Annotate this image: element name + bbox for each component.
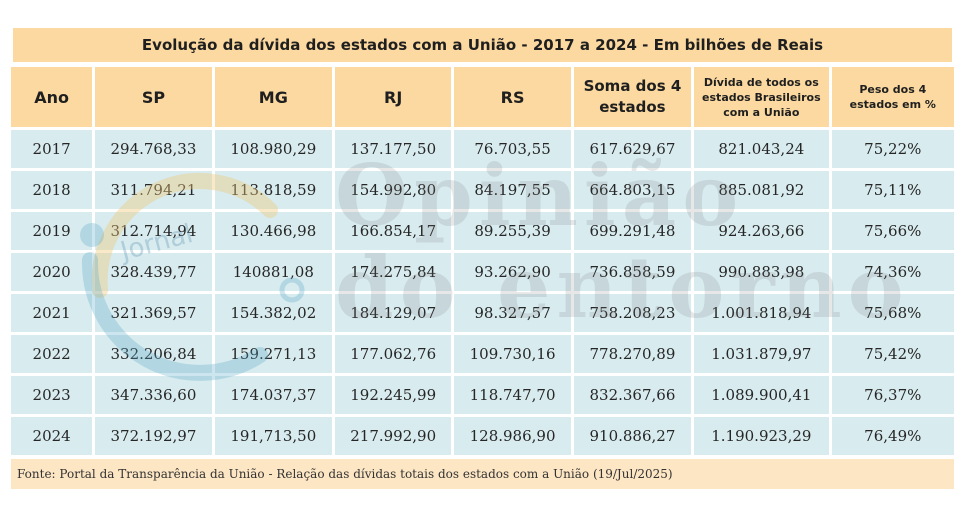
table-row: 2024 372.192,97 191,713,50 217.992,90 12…: [11, 417, 954, 455]
header-peso: Peso dos 4 estados em %: [831, 67, 954, 127]
cell-sp: 321.369,57: [95, 294, 212, 332]
cell-divida-total: 885.081,92: [694, 171, 829, 209]
cell-sp: 328.439,77: [95, 253, 212, 291]
debt-table: Ano SP MG RJ RS Soma dos 4 estados Dívid…: [8, 64, 957, 458]
table-row: 2018 311.794,21 113.818,59 154.992,80 84…: [11, 171, 954, 209]
cell-peso: 76,37%: [831, 376, 954, 414]
header-row: Ano SP MG RJ RS Soma dos 4 estados Dívid…: [11, 67, 954, 127]
debt-table-container: Evolução da dívida dos estados com a Uni…: [11, 26, 954, 489]
cell-soma: 778.270,89: [573, 335, 692, 373]
cell-year: 2022: [11, 335, 93, 373]
cell-rj: 166.854,17: [335, 212, 452, 250]
cell-mg: 140881,08: [214, 253, 332, 291]
header-rj: RJ: [335, 67, 452, 127]
cell-rj: 154.992,80: [335, 171, 452, 209]
cell-soma: 910.886,27: [573, 417, 692, 455]
cell-mg: 113.818,59: [214, 171, 332, 209]
cell-peso: 75,42%: [831, 335, 954, 373]
cell-rs: 93.262,90: [454, 253, 571, 291]
cell-divida-total: 924.263,66: [694, 212, 829, 250]
table-row: 2021 321.369,57 154.382,02 184.129,07 98…: [11, 294, 954, 332]
header-rs: RS: [454, 67, 571, 127]
header-sp: SP: [95, 67, 212, 127]
cell-sp: 294.768,33: [95, 130, 212, 168]
cell-mg: 174.037,37: [214, 376, 332, 414]
cell-year: 2024: [11, 417, 93, 455]
source-footer: Fonte: Portal da Transparência da União …: [11, 459, 954, 489]
cell-year: 2019: [11, 212, 93, 250]
cell-mg: 159.271,13: [214, 335, 332, 373]
cell-soma: 699.291,48: [573, 212, 692, 250]
cell-rj: 174.275,84: [335, 253, 452, 291]
cell-rj: 217.992,90: [335, 417, 452, 455]
cell-rs: 89.255,39: [454, 212, 571, 250]
cell-year: 2020: [11, 253, 93, 291]
cell-soma: 832.367,66: [573, 376, 692, 414]
cell-divida-total: 1.089.900,41: [694, 376, 829, 414]
cell-divida-total: 990.883,98: [694, 253, 829, 291]
table-row: 2020 328.439,77 140881,08 174.275,84 93.…: [11, 253, 954, 291]
header-ano: Ano: [11, 67, 93, 127]
cell-soma: 617.629,67: [573, 130, 692, 168]
table-row: 2023 347.336,60 174.037,37 192.245,99 11…: [11, 376, 954, 414]
cell-peso: 75,22%: [831, 130, 954, 168]
header-divida-total: Dívida de todos os estados Brasileiros c…: [694, 67, 829, 127]
cell-divida-total: 1.031.879,97: [694, 335, 829, 373]
table-row: 2019 312.714,94 130.466,98 166.854,17 89…: [11, 212, 954, 250]
cell-divida-total: 1.190.923,29: [694, 417, 829, 455]
cell-year: 2023: [11, 376, 93, 414]
cell-rj: 137.177,50: [335, 130, 452, 168]
cell-soma: 758.208,23: [573, 294, 692, 332]
cell-rs: 118.747,70: [454, 376, 571, 414]
cell-year: 2017: [11, 130, 93, 168]
cell-soma: 736.858,59: [573, 253, 692, 291]
cell-rs: 109.730,16: [454, 335, 571, 373]
table-row: 2017 294.768,33 108.980,29 137.177,50 76…: [11, 130, 954, 168]
cell-peso: 74,36%: [831, 253, 954, 291]
cell-sp: 332.206,84: [95, 335, 212, 373]
header-mg: MG: [214, 67, 332, 127]
cell-sp: 347.336,60: [95, 376, 212, 414]
header-soma: Soma dos 4 estados: [573, 67, 692, 127]
cell-rs: 84.197,55: [454, 171, 571, 209]
cell-rs: 128.986,90: [454, 417, 571, 455]
cell-rs: 76.703,55: [454, 130, 571, 168]
table-row: 2022 332.206,84 159.271,13 177.062,76 10…: [11, 335, 954, 373]
cell-peso: 75,68%: [831, 294, 954, 332]
cell-sp: 312.714,94: [95, 212, 212, 250]
cell-divida-total: 821.043,24: [694, 130, 829, 168]
cell-mg: 108.980,29: [214, 130, 332, 168]
cell-peso: 76,49%: [831, 417, 954, 455]
table-title: Evolução da dívida dos estados com a Uni…: [11, 26, 954, 64]
cell-peso: 75,66%: [831, 212, 954, 250]
cell-rs: 98.327,57: [454, 294, 571, 332]
cell-rj: 192.245,99: [335, 376, 452, 414]
cell-mg: 191,713,50: [214, 417, 332, 455]
cell-soma: 664.803,15: [573, 171, 692, 209]
cell-sp: 372.192,97: [95, 417, 212, 455]
cell-year: 2021: [11, 294, 93, 332]
cell-year: 2018: [11, 171, 93, 209]
cell-mg: 130.466,98: [214, 212, 332, 250]
cell-sp: 311.794,21: [95, 171, 212, 209]
cell-divida-total: 1.001.818,94: [694, 294, 829, 332]
cell-rj: 177.062,76: [335, 335, 452, 373]
cell-rj: 184.129,07: [335, 294, 452, 332]
cell-mg: 154.382,02: [214, 294, 332, 332]
cell-peso: 75,11%: [831, 171, 954, 209]
